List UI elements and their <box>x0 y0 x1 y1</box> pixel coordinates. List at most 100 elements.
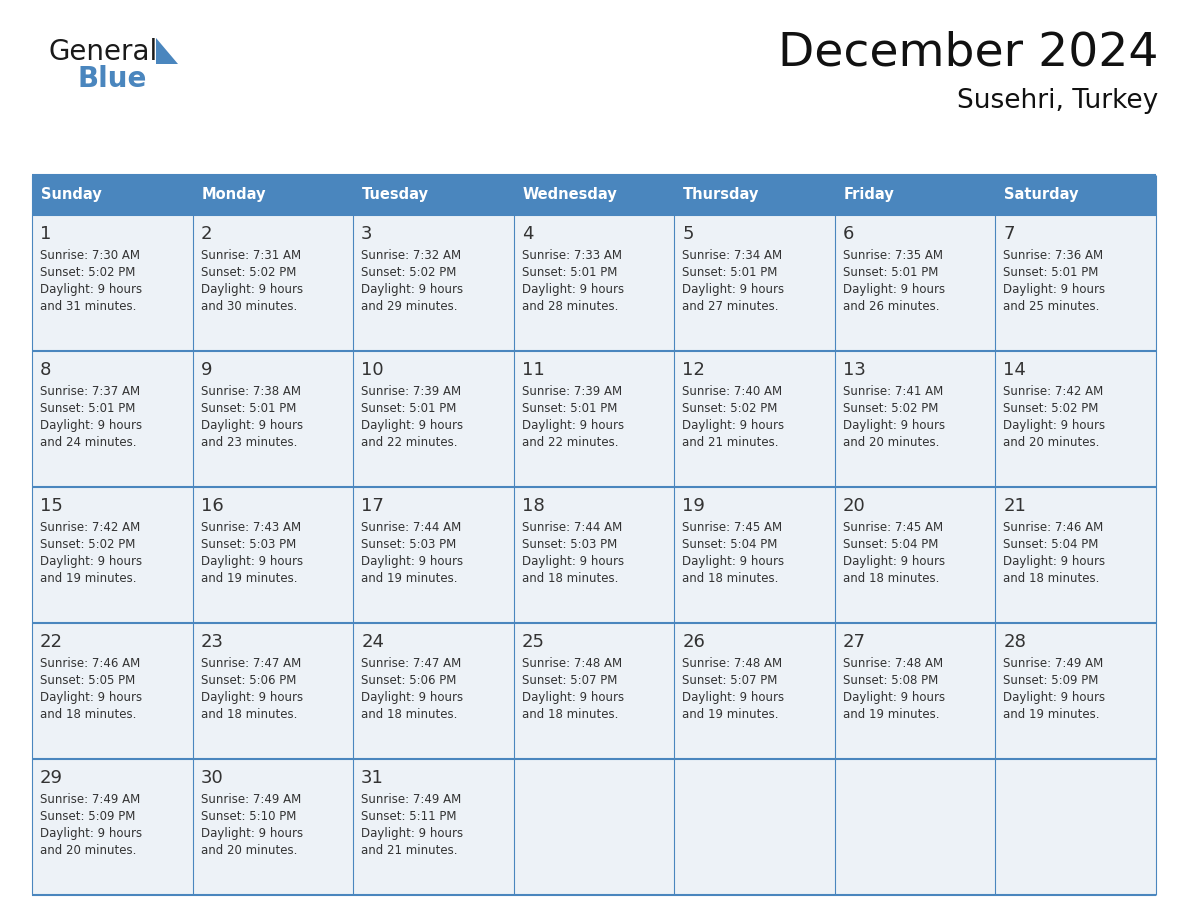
Text: Sunrise: 7:30 AM: Sunrise: 7:30 AM <box>40 249 140 262</box>
Text: 6: 6 <box>842 225 854 243</box>
Text: Sunrise: 7:49 AM: Sunrise: 7:49 AM <box>40 793 140 806</box>
Text: Sunset: 5:09 PM: Sunset: 5:09 PM <box>40 810 135 823</box>
Bar <box>32 351 192 487</box>
Text: Sunrise: 7:48 AM: Sunrise: 7:48 AM <box>522 657 621 670</box>
Text: December 2024: December 2024 <box>777 30 1158 75</box>
Text: General: General <box>48 38 157 66</box>
Text: Daylight: 9 hours: Daylight: 9 hours <box>522 691 624 704</box>
Text: 8: 8 <box>40 361 51 379</box>
Bar <box>996 623 1156 759</box>
Text: Sunrise: 7:48 AM: Sunrise: 7:48 AM <box>682 657 783 670</box>
Text: Sunrise: 7:45 AM: Sunrise: 7:45 AM <box>842 521 943 534</box>
Text: Sunset: 5:09 PM: Sunset: 5:09 PM <box>1004 674 1099 687</box>
Bar <box>353 351 513 487</box>
Text: 10: 10 <box>361 361 384 379</box>
Text: Sunrise: 7:44 AM: Sunrise: 7:44 AM <box>522 521 623 534</box>
Text: Sunset: 5:11 PM: Sunset: 5:11 PM <box>361 810 456 823</box>
Text: Daylight: 9 hours: Daylight: 9 hours <box>201 827 303 840</box>
Text: Sunrise: 7:49 AM: Sunrise: 7:49 AM <box>1004 657 1104 670</box>
Bar <box>835 175 996 215</box>
Text: 15: 15 <box>40 497 63 515</box>
Text: 23: 23 <box>201 633 223 651</box>
Text: Sunrise: 7:43 AM: Sunrise: 7:43 AM <box>201 521 301 534</box>
Text: Sunset: 5:01 PM: Sunset: 5:01 PM <box>40 402 135 415</box>
Text: Sunset: 5:01 PM: Sunset: 5:01 PM <box>1004 266 1099 279</box>
Text: Sunrise: 7:39 AM: Sunrise: 7:39 AM <box>522 385 621 398</box>
Text: 14: 14 <box>1004 361 1026 379</box>
Text: 28: 28 <box>1004 633 1026 651</box>
Text: and 18 minutes.: and 18 minutes. <box>201 708 297 721</box>
Bar <box>835 623 996 759</box>
Text: and 20 minutes.: and 20 minutes. <box>201 844 297 857</box>
Text: Sunset: 5:01 PM: Sunset: 5:01 PM <box>522 402 617 415</box>
Text: Sunset: 5:08 PM: Sunset: 5:08 PM <box>842 674 939 687</box>
Text: Sunrise: 7:39 AM: Sunrise: 7:39 AM <box>361 385 461 398</box>
Text: and 22 minutes.: and 22 minutes. <box>361 436 457 449</box>
Text: 5: 5 <box>682 225 694 243</box>
Text: 25: 25 <box>522 633 545 651</box>
Bar <box>192 623 353 759</box>
Bar <box>192 487 353 623</box>
Text: Daylight: 9 hours: Daylight: 9 hours <box>522 555 624 568</box>
Polygon shape <box>156 38 178 64</box>
Text: and 18 minutes.: and 18 minutes. <box>682 572 778 585</box>
Text: Wednesday: Wednesday <box>523 187 618 203</box>
Text: 7: 7 <box>1004 225 1015 243</box>
Text: Friday: Friday <box>843 187 895 203</box>
Text: Daylight: 9 hours: Daylight: 9 hours <box>361 691 463 704</box>
Text: Daylight: 9 hours: Daylight: 9 hours <box>40 283 143 296</box>
Text: Sunset: 5:07 PM: Sunset: 5:07 PM <box>522 674 617 687</box>
Text: 11: 11 <box>522 361 544 379</box>
Text: Blue: Blue <box>78 65 147 93</box>
Text: Daylight: 9 hours: Daylight: 9 hours <box>361 555 463 568</box>
Bar <box>513 623 675 759</box>
Text: Daylight: 9 hours: Daylight: 9 hours <box>1004 419 1106 432</box>
Text: Sunrise: 7:34 AM: Sunrise: 7:34 AM <box>682 249 783 262</box>
Text: Sunrise: 7:33 AM: Sunrise: 7:33 AM <box>522 249 621 262</box>
Text: and 22 minutes.: and 22 minutes. <box>522 436 618 449</box>
Text: Sunset: 5:04 PM: Sunset: 5:04 PM <box>1004 538 1099 551</box>
Bar <box>353 487 513 623</box>
Bar <box>353 759 513 895</box>
Text: Daylight: 9 hours: Daylight: 9 hours <box>361 419 463 432</box>
Text: 2: 2 <box>201 225 213 243</box>
Text: Sunrise: 7:45 AM: Sunrise: 7:45 AM <box>682 521 783 534</box>
Text: Susehri, Turkey: Susehri, Turkey <box>956 88 1158 114</box>
Bar <box>675 487 835 623</box>
Text: 30: 30 <box>201 769 223 787</box>
Text: 19: 19 <box>682 497 706 515</box>
Text: and 19 minutes.: and 19 minutes. <box>682 708 779 721</box>
Text: Daylight: 9 hours: Daylight: 9 hours <box>682 555 784 568</box>
Text: and 18 minutes.: and 18 minutes. <box>40 708 137 721</box>
Text: and 30 minutes.: and 30 minutes. <box>201 300 297 313</box>
Bar <box>353 215 513 351</box>
Bar <box>835 759 996 895</box>
Text: Sunday: Sunday <box>42 187 102 203</box>
Bar <box>513 175 675 215</box>
Text: 12: 12 <box>682 361 706 379</box>
Bar <box>996 487 1156 623</box>
Bar <box>996 759 1156 895</box>
Bar <box>353 175 513 215</box>
Text: Sunset: 5:06 PM: Sunset: 5:06 PM <box>361 674 456 687</box>
Text: Sunset: 5:02 PM: Sunset: 5:02 PM <box>40 538 135 551</box>
Text: and 28 minutes.: and 28 minutes. <box>522 300 618 313</box>
Text: Sunrise: 7:47 AM: Sunrise: 7:47 AM <box>201 657 301 670</box>
Bar <box>353 623 513 759</box>
Text: Sunset: 5:01 PM: Sunset: 5:01 PM <box>842 266 939 279</box>
Bar <box>835 487 996 623</box>
Bar <box>32 487 192 623</box>
Text: Sunrise: 7:49 AM: Sunrise: 7:49 AM <box>201 793 301 806</box>
Text: Daylight: 9 hours: Daylight: 9 hours <box>40 419 143 432</box>
Text: Daylight: 9 hours: Daylight: 9 hours <box>1004 691 1106 704</box>
Text: and 21 minutes.: and 21 minutes. <box>682 436 779 449</box>
Text: Sunset: 5:02 PM: Sunset: 5:02 PM <box>201 266 296 279</box>
Text: Sunrise: 7:32 AM: Sunrise: 7:32 AM <box>361 249 461 262</box>
Text: Sunrise: 7:31 AM: Sunrise: 7:31 AM <box>201 249 301 262</box>
Bar <box>32 759 192 895</box>
Text: Sunrise: 7:41 AM: Sunrise: 7:41 AM <box>842 385 943 398</box>
Text: 21: 21 <box>1004 497 1026 515</box>
Bar <box>513 215 675 351</box>
Text: Sunset: 5:02 PM: Sunset: 5:02 PM <box>40 266 135 279</box>
Bar <box>192 351 353 487</box>
